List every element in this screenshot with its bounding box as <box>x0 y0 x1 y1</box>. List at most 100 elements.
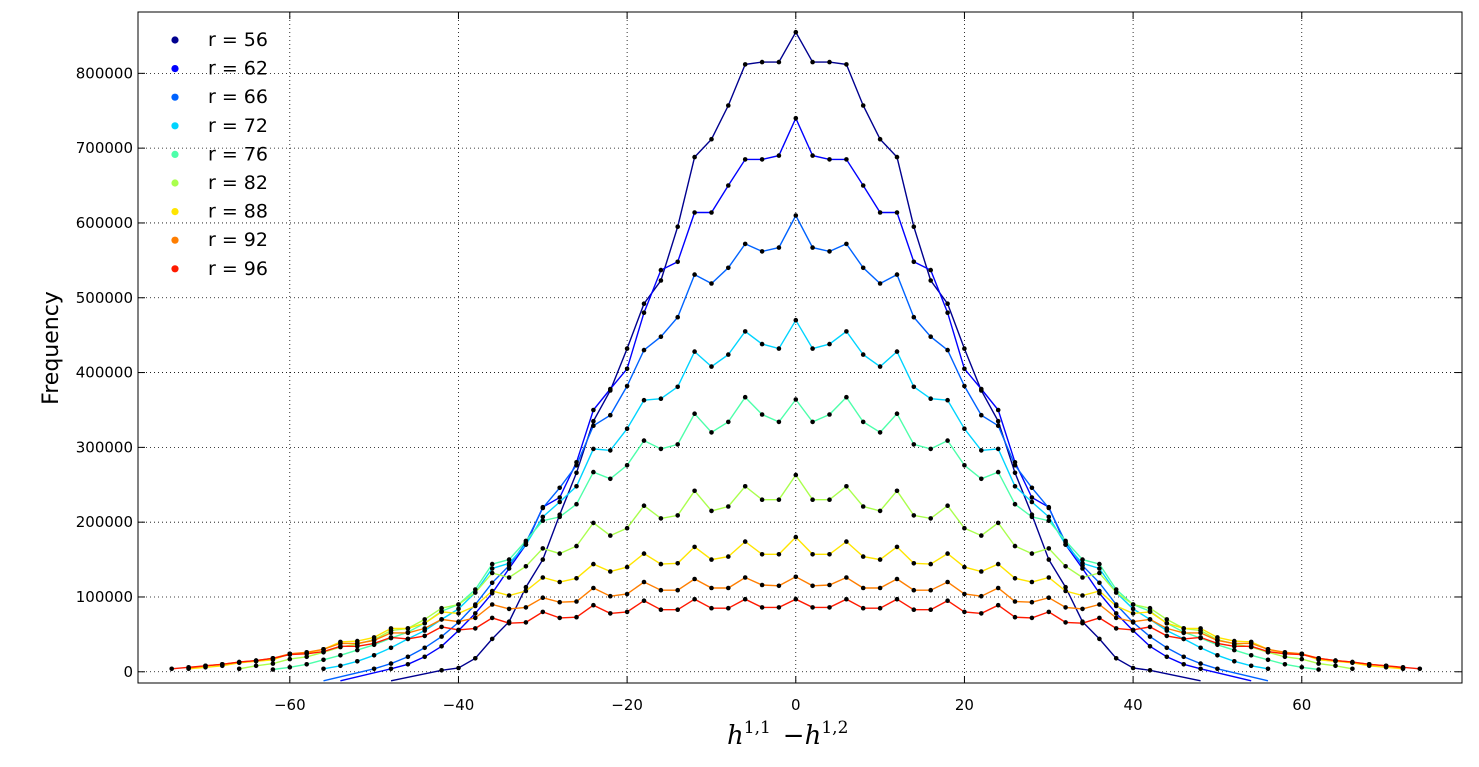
data-point <box>641 310 647 316</box>
data-point <box>962 525 967 531</box>
data-point <box>1164 617 1170 622</box>
data-point <box>1164 645 1170 651</box>
data-point <box>1063 538 1068 544</box>
x-tick-label: 0 <box>791 696 801 714</box>
data-point <box>540 575 546 580</box>
data-point <box>287 665 293 670</box>
data-point <box>675 561 680 566</box>
data-point <box>338 644 343 649</box>
data-point <box>1164 626 1170 631</box>
data-point <box>388 635 394 640</box>
data-point <box>473 590 478 595</box>
data-point <box>675 513 680 518</box>
data-point <box>270 656 276 661</box>
data-point <box>608 476 613 482</box>
data-point <box>624 383 630 389</box>
data-point <box>877 605 883 611</box>
data-point <box>1080 593 1085 598</box>
x-axis-label-sup1: 1,1 <box>744 718 771 738</box>
data-point <box>726 419 731 425</box>
legend-marker <box>171 150 179 158</box>
data-point <box>1147 605 1153 611</box>
data-point <box>793 115 799 121</box>
data-point <box>692 596 697 602</box>
data-point <box>759 497 765 503</box>
data-point <box>995 423 1001 429</box>
data-point <box>1029 599 1035 605</box>
data-point <box>456 619 461 624</box>
data-point <box>456 602 461 607</box>
data-point <box>692 349 697 354</box>
y-tick-label: 600000 <box>76 214 133 232</box>
data-point <box>388 645 394 651</box>
data-point <box>608 569 613 574</box>
data-point <box>928 587 933 593</box>
data-point <box>759 605 765 610</box>
data-point <box>844 596 849 602</box>
data-point <box>979 476 984 482</box>
data-point <box>995 602 1001 608</box>
data-point <box>338 663 343 669</box>
data-point <box>574 543 579 549</box>
data-point <box>304 662 310 667</box>
data-point <box>574 576 579 581</box>
data-point <box>945 347 950 353</box>
data-point <box>236 659 242 665</box>
data-point <box>1046 514 1052 520</box>
data-point <box>793 596 799 602</box>
data-point <box>742 575 748 580</box>
data-point <box>473 615 478 621</box>
data-point <box>726 103 731 108</box>
data-point <box>1097 566 1102 571</box>
data-point <box>540 505 546 511</box>
data-point <box>1029 499 1035 505</box>
data-point <box>456 611 461 616</box>
data-point <box>793 317 799 323</box>
legend-label: r = 92 <box>208 229 268 251</box>
data-point <box>810 59 815 65</box>
data-point <box>979 593 984 599</box>
data-point <box>726 265 731 271</box>
data-point <box>186 665 191 670</box>
x-axis-label-minus: − <box>783 721 805 751</box>
data-point <box>962 591 967 597</box>
data-point <box>979 611 984 616</box>
data-point <box>1097 636 1102 642</box>
data-point <box>439 634 444 639</box>
data-point <box>1181 630 1186 636</box>
data-point <box>928 267 933 273</box>
data-point <box>844 241 849 247</box>
series-dots <box>169 29 1423 673</box>
data-point <box>641 551 647 556</box>
legend-label: r = 82 <box>208 172 268 194</box>
data-point <box>574 599 579 604</box>
data-point <box>574 470 579 476</box>
data-point <box>1029 615 1035 621</box>
data-point <box>945 551 950 556</box>
data-point <box>591 602 596 608</box>
data-point <box>523 584 529 590</box>
data-point <box>776 346 782 351</box>
legend-marker <box>171 208 179 216</box>
data-point <box>709 210 714 215</box>
data-point <box>506 593 512 598</box>
data-point <box>675 224 680 229</box>
data-point <box>726 504 731 509</box>
data-point <box>1232 644 1237 649</box>
data-point <box>979 533 984 538</box>
data-point <box>540 595 546 600</box>
plot-background <box>138 12 1462 683</box>
data-point <box>506 620 512 626</box>
data-point <box>1248 653 1254 658</box>
data-point <box>304 651 310 657</box>
data-point <box>928 278 933 283</box>
data-point <box>1029 514 1035 520</box>
data-point <box>877 210 883 215</box>
data-point <box>355 659 360 664</box>
data-point <box>557 485 562 491</box>
data-point <box>624 346 630 351</box>
data-point <box>726 554 731 559</box>
data-point <box>962 346 967 351</box>
data-point <box>1097 580 1102 586</box>
data-point <box>742 484 748 489</box>
